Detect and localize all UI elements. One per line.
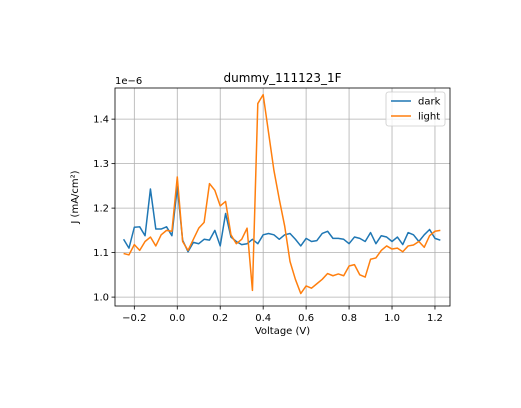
y-axis: 1.0 1.1 1.2 1.3 1.4: [93, 115, 115, 304]
y-tick-label: 1.3: [93, 159, 109, 170]
y-offset-label: 1e−6: [115, 76, 142, 87]
x-tick-label: 0.4: [255, 313, 271, 324]
y-tick-label: 1.4: [93, 115, 109, 126]
series-lines: [122, 93, 441, 295]
legend: dark light: [385, 91, 446, 127]
legend-label-dark: dark: [418, 97, 441, 108]
chart-title: dummy_111123_1F: [223, 71, 341, 85]
x-tick-label: 0.6: [298, 313, 314, 324]
legend-label-light: light: [418, 112, 440, 123]
series-line-light: [123, 93, 441, 295]
x-tick-label: 0.8: [341, 313, 357, 324]
x-tick-label: 0.2: [212, 313, 228, 324]
x-axis-label: Voltage (V): [255, 326, 310, 337]
plot-frame: [114, 87, 451, 307]
x-axis: −0.2 0.0 0.2 0.4 0.6 0.8 1.0 1.2: [122, 306, 443, 324]
x-tick-label: −0.2: [122, 313, 146, 324]
y-tick-label: 1.2: [93, 204, 109, 215]
x-tick-label: 0.0: [169, 313, 185, 324]
series-line-dark: [122, 186, 441, 253]
x-tick-label: 1.0: [384, 313, 400, 324]
y-tick-label: 1.1: [93, 248, 109, 259]
y-tick-label: 1.0: [93, 293, 109, 304]
x-tick-label: 1.2: [427, 313, 443, 324]
y-axis-label: J (mA/cm²): [70, 170, 81, 224]
